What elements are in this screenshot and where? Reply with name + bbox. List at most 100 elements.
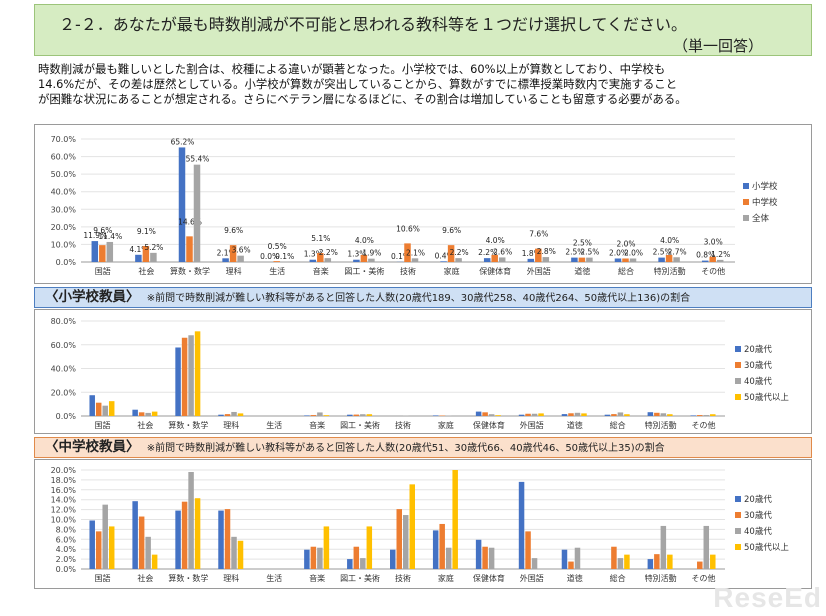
x-tick-label: 技術 [400,266,416,276]
bar [138,516,145,569]
bar [102,405,108,416]
data-label: 0.1% [391,252,410,261]
legend-swatch [743,199,749,205]
bar [188,335,194,416]
x-tick-label: 国語 [94,420,110,430]
bar [175,510,181,569]
data-label: 1.3% [347,250,366,259]
x-tick-label: 道徳 [567,573,583,583]
bar [106,241,114,262]
bar [475,411,482,416]
x-tick-label: 技術 [395,420,411,430]
data-label: 7.6% [529,230,548,239]
bar [531,413,538,416]
y-tick-label: 70.0% [51,135,77,144]
bar [310,546,317,569]
bar [132,501,138,569]
bar [95,402,102,416]
data-label: 14.6% [178,217,202,226]
bar [360,414,366,416]
bar [231,411,237,416]
bar [237,540,244,569]
bar [222,258,229,262]
x-tick-label: 音楽 [309,420,325,430]
x-tick-label: 総合 [618,266,634,276]
x-tick-label: 図工・美術 [344,266,384,276]
bar [581,413,587,416]
y-tick-label: 30.0% [51,205,77,214]
bar [353,259,360,262]
data-label: 2.1% [406,248,425,257]
bar [660,525,667,569]
bar [482,546,488,569]
data-label: 9.6% [224,226,243,235]
section-junior-title: 〈中学校教員〉 ※前問で時数削減が難しい教科等があると回答した人数(20歳代51… [34,437,812,458]
legend-swatch [743,183,749,189]
bar [304,415,310,416]
legend-swatch [735,544,741,550]
bar [396,509,402,569]
data-label: 10.6% [396,224,420,233]
bar [542,257,550,262]
legend-swatch [735,394,741,400]
legend-swatch [735,346,741,352]
bar [186,236,193,262]
data-label: 1.9% [362,249,381,258]
bar [404,243,411,262]
legend-label: 50歳代以上 [744,542,789,553]
bar [323,526,330,569]
bar [455,258,462,262]
bar [475,539,482,569]
bar [366,526,373,569]
bar [181,337,188,416]
data-label: 2.2% [478,248,497,257]
x-tick-label: 算数・数学 [170,266,210,276]
bar [108,401,115,416]
bar [390,549,396,569]
bar [440,261,447,262]
bar [665,254,673,262]
bar [617,412,624,416]
bar [611,414,617,416]
bar [535,248,542,262]
bar [488,547,495,569]
data-label: 2.1% [217,248,236,257]
legend-swatch [735,512,741,518]
bar [654,554,660,569]
question-title: ２-２．あなたが最も時数削減が不可能と思われる教科等を１つだけ選択してください。 [59,15,688,34]
bar [498,257,506,262]
x-tick-label: 理科 [226,266,242,276]
y-tick-label: 60.0% [51,153,77,162]
bar [673,257,680,262]
bar [237,413,244,416]
bar [224,509,231,569]
summary-line: が困難な状況にあることが想定される。さらにベテラン層になるほどに、その割合は増加… [38,92,687,106]
bar [231,536,237,569]
bar [527,258,535,262]
legend-swatch [743,215,749,221]
data-label: 5.1% [311,234,330,243]
data-label: 4.0% [355,236,374,245]
bar [561,414,568,416]
x-tick-label: 国語 [95,266,111,276]
section-elementary-note: ※前問で時数削減が難しい教科等があると回答した人数(20歳代189、30歳代25… [146,293,691,304]
x-tick-label: その他 [692,573,716,583]
summary-line: 14.6%だが、その差は歴然としている。小学校が算数が突出していることから、算数… [38,77,678,91]
bar [586,257,593,262]
data-label: 4.0% [486,236,505,245]
y-tick-label: 20.0% [51,388,77,397]
legend-label: 30歳代 [744,360,772,371]
data-label: 2.2% [319,248,338,257]
bar [452,470,458,569]
x-tick-label: 社会 [137,420,153,430]
y-tick-label: 20.0% [51,223,77,232]
bar [697,415,703,416]
summary-text: 時数削減が最も難しいとした割合は、校種による違いが顕著となった。小学校では、60… [38,62,808,107]
y-tick-label: 18.0% [51,476,77,485]
bar [317,547,323,569]
x-tick-label: 音楽 [313,266,329,276]
bar [568,561,574,569]
question-header: ２-２．あなたが最も時数削減が不可能と思われる教科等を１つだけ選択してください。… [34,4,812,56]
data-label: 0.8% [696,251,715,260]
bar [531,558,538,569]
